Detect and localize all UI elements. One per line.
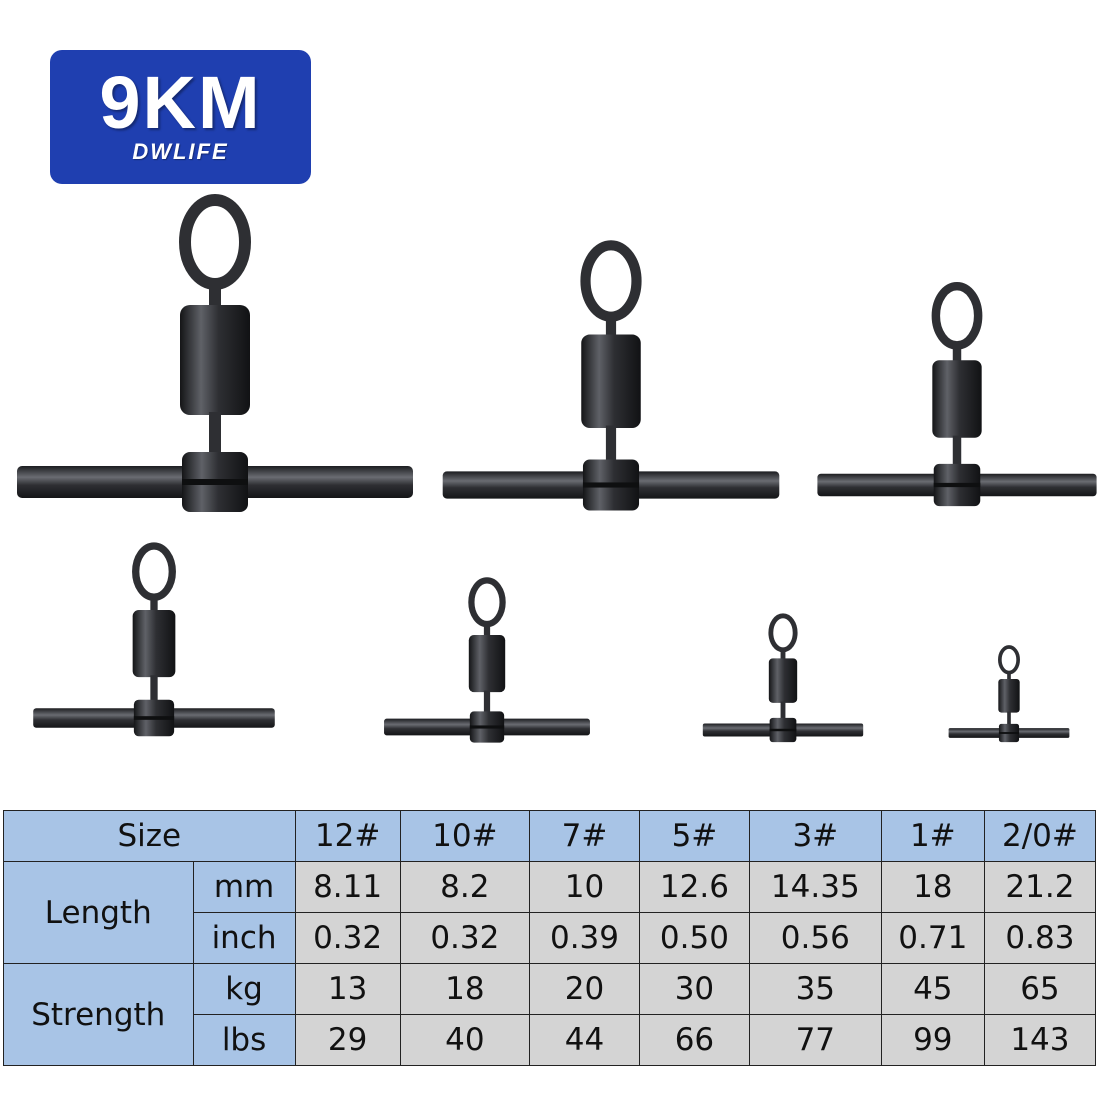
unit-label: mm xyxy=(192,861,296,913)
unit-label: lbs xyxy=(192,1014,296,1066)
logo-brand: 9KM xyxy=(99,61,262,144)
table-cell: 45 xyxy=(880,963,985,1015)
table-cell: 35 xyxy=(748,963,882,1015)
table-cell: 18 xyxy=(880,861,985,913)
table-row: inch 0.32 0.32 0.39 0.50 0.56 0.71 0.83 xyxy=(4,912,1097,964)
swivel-product-images xyxy=(0,0,1100,800)
size-column-header: 7# xyxy=(529,810,640,862)
size-column-header: 12# xyxy=(294,810,401,862)
size-spec-table: Size 12# 10# 7# 5# 3# 1# 2/0# Length mm 8.11 8.2 10 1… xyxy=(3,810,1097,1066)
swivel-image-7# xyxy=(817,286,1096,506)
table-cell: 0.32 xyxy=(399,912,531,964)
swivel-image-5# xyxy=(33,546,275,736)
group-label: Length xyxy=(3,861,194,964)
size-column-header: 10# xyxy=(399,810,531,862)
swivel-image-2/0# xyxy=(946,645,1072,744)
table-cell: 8.11 xyxy=(294,861,401,913)
table-header-row: Size 12# 10# 7# 5# 3# 1# 2/0# xyxy=(3,810,1097,862)
table-row: Length mm 8.11 8.2 10 12.6 14.35 18 21.2 xyxy=(3,861,1097,964)
table-cell: 13 xyxy=(294,963,401,1015)
table-cell: 21.2 xyxy=(983,861,1097,913)
table-cell: 65 xyxy=(983,963,1097,1015)
table-cell: 0.56 xyxy=(748,912,882,964)
table-cell: 0.83 xyxy=(983,912,1097,964)
group-label: Strength xyxy=(3,963,194,1066)
table-cell: 8.2 xyxy=(399,861,531,913)
table-cell: 44 xyxy=(529,1014,640,1066)
table-cell: 40 xyxy=(399,1014,531,1066)
table-cell: 12.6 xyxy=(638,861,750,913)
table-cell: 0.32 xyxy=(294,912,401,964)
table-cell: 10 xyxy=(529,861,640,913)
logo-tagline: DWLIFE xyxy=(132,139,229,164)
table-cell: 143 xyxy=(983,1014,1097,1066)
swivel-image-1# xyxy=(703,616,863,742)
table-cell: 99 xyxy=(880,1014,985,1066)
table-cell: 14.35 xyxy=(748,861,882,913)
table-cell: 66 xyxy=(638,1014,750,1066)
table-cell: 20 xyxy=(529,963,640,1015)
brand-logo: 9KM DWLIFE xyxy=(50,50,311,184)
table-cell: 18 xyxy=(399,963,531,1015)
size-column-header: 2/0# xyxy=(983,810,1097,862)
unit-label: kg xyxy=(192,963,296,1015)
size-column-header: 5# xyxy=(638,810,750,862)
swivel-image-10# xyxy=(443,245,780,510)
swivel-image-12# xyxy=(17,200,413,512)
unit-label: inch xyxy=(192,912,296,964)
table-row: lbs 29 40 44 66 77 99 143 xyxy=(4,1014,1097,1066)
table-cell: 0.50 xyxy=(638,912,750,964)
table-cell: 29 xyxy=(294,1014,401,1066)
swivel-image-3# xyxy=(384,580,590,742)
table-cell: 0.71 xyxy=(880,912,985,964)
table-cell: 30 xyxy=(638,963,750,1015)
table-cell: 77 xyxy=(748,1014,882,1066)
table-cell: 0.39 xyxy=(529,912,640,964)
table-row: Strength kg 13 18 20 30 35 45 65 xyxy=(3,963,1097,1066)
size-header: Size xyxy=(3,810,296,862)
size-column-header: 1# xyxy=(880,810,985,862)
size-column-header: 3# xyxy=(748,810,882,862)
